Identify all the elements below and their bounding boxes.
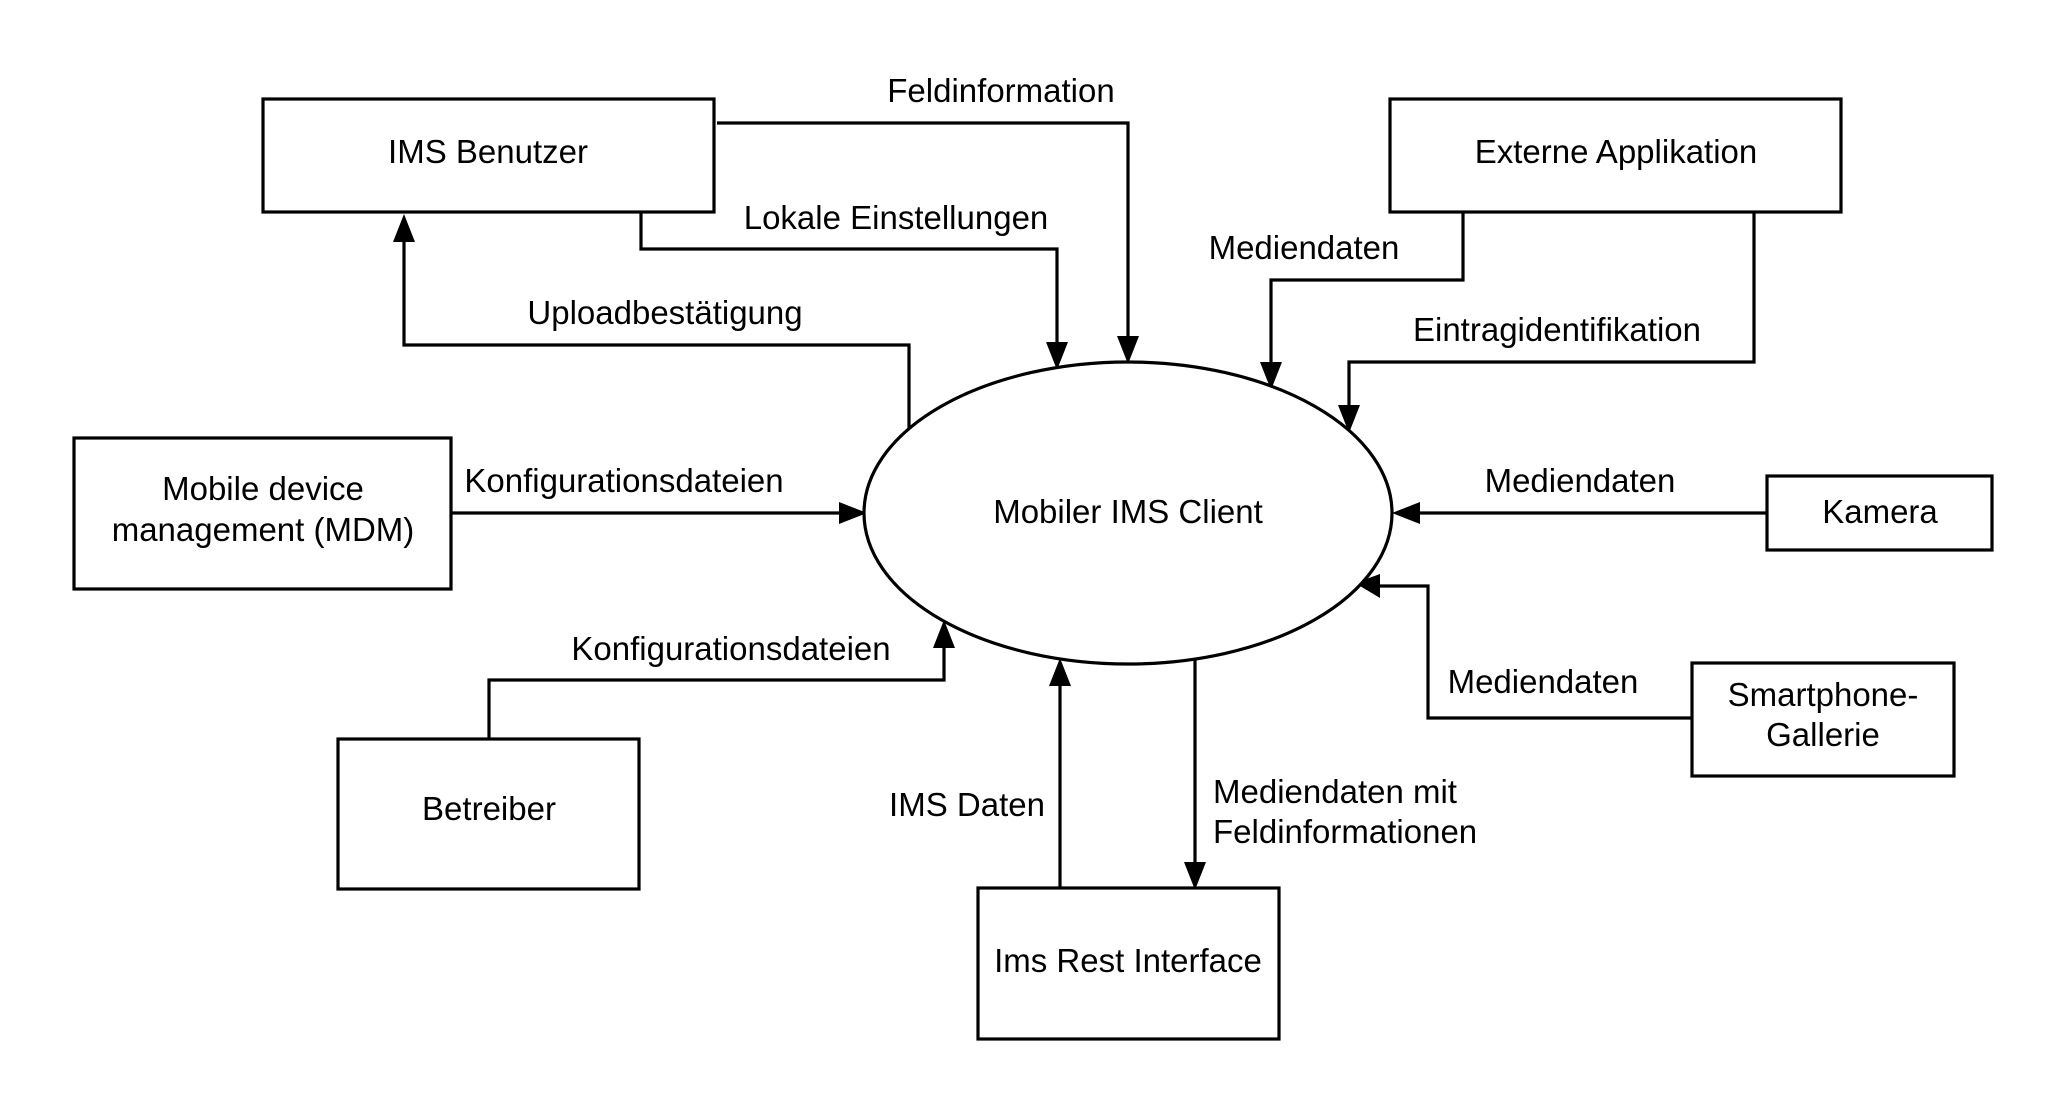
node-kamera [1765,474,1994,552]
arrowhead-mediendaten-kamera [1392,502,1420,524]
node-externe-applikation [1388,97,1843,214]
edge-mediendaten-gallerie [1378,584,1692,720]
label-konfig-betreiber: Konfigurationsdateien [571,630,890,667]
node-mobiler-ims-client-label: Mobiler IMS Client [993,493,1263,530]
node-externe-applikation-label: Externe Applikation [1475,133,1758,170]
node-smartphone-gallerie-label-line1: Smartphone- [1728,676,1919,713]
edge-mediendaten-extern [1269,212,1465,366]
arrowhead-konfig-mdm [839,502,867,524]
arrowhead-mediendaten-extern [1260,362,1282,390]
node-mobiler-ims-client [862,360,1394,666]
node-mdm-label-line2: management (MDM) [112,511,415,548]
label-mediendaten-extern: Mediendaten [1209,229,1400,266]
label-mediendaten-rest-line1: Mediendaten mit [1213,773,1457,810]
node-ims-rest-interface-label: Ims Rest Interface [994,942,1262,979]
label-uploadbestaetigung: Uploadbestätigung [527,294,802,331]
edge-konfig-betreiber [487,644,946,739]
arrowhead-lokale-einstellungen [1046,342,1068,370]
label-lokale-einstellungen: Lokale Einstellungen [744,199,1049,236]
arrowhead-feldinformation [1117,336,1139,364]
label-ims-daten: IMS Daten [889,786,1045,823]
arrowhead-ims-daten [1049,658,1071,686]
label-eintragidentifikation: Eintragidentifikation [1413,311,1701,348]
arrowhead-mediendaten-rest [1184,862,1206,890]
node-betreiber [336,737,641,891]
node-ims-benutzer [261,97,716,214]
arrowhead-uploadbestaetigung [393,214,415,242]
label-mediendaten-rest-line2: Feldinformationen [1213,813,1477,850]
label-konfig-mdm: Konfigurationsdateien [464,462,783,499]
edge-feldinformation [717,121,1130,340]
label-mediendaten-gallerie: Mediendaten [1448,663,1639,700]
label-mediendaten-kamera: Mediendaten [1485,462,1676,499]
arrowhead-eintragidentifikation [1338,405,1360,433]
node-mdm-label-line1: Mobile device [162,470,364,507]
node-smartphone-gallerie [1690,661,1956,778]
node-ims-rest-interface [976,886,1281,1041]
edge-eintragidentifikation [1347,212,1756,409]
node-kamera-label: Kamera [1822,493,1938,530]
label-feldinformation: Feldinformation [887,72,1114,109]
node-betreiber-label: Betreiber [422,790,556,827]
arrowhead-mediendaten-gallerie [1355,574,1380,598]
edge-lokale-einstellungen [639,212,1059,346]
node-mdm [72,436,453,591]
node-smartphone-gallerie-label-line2: Gallerie [1766,716,1880,753]
node-ims-benutzer-label: IMS Benutzer [388,133,588,170]
arrowhead-konfig-betreiber [933,620,955,648]
edge-uploadbestaetigung [402,238,911,429]
